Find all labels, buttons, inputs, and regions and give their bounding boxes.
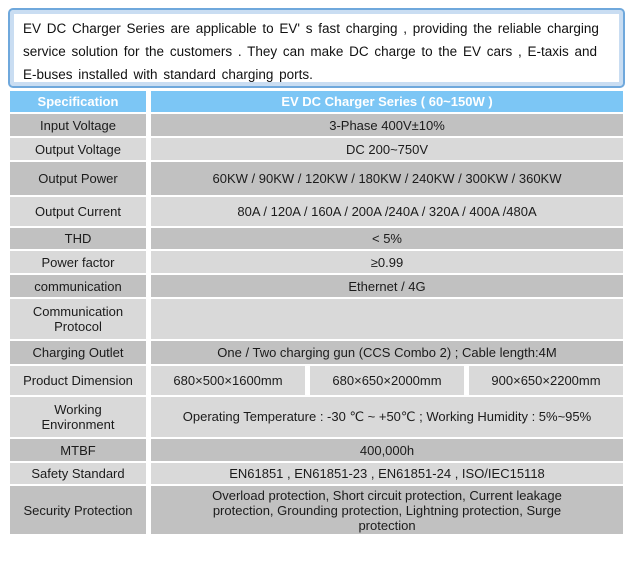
row-label: Communication Protocol bbox=[10, 299, 146, 339]
row-label: Product Dimension bbox=[10, 366, 146, 395]
table-header-row: Specification EV DC Charger Series ( 60~… bbox=[10, 91, 623, 112]
spec-table: Specification EV DC Charger Series ( 60~… bbox=[5, 89, 628, 536]
row-label: Output Current bbox=[10, 197, 146, 226]
row-value: 400,000h bbox=[151, 439, 623, 461]
row-label: Safety Standard bbox=[10, 463, 146, 484]
table-row-security-protection: Security Protection Overload protection,… bbox=[10, 486, 623, 534]
row-value: < 5% bbox=[151, 228, 623, 249]
row-value: EN61851 , EN61851-23 , EN61851-24 , ISO/… bbox=[151, 463, 623, 484]
table-row-product-dimension: Product Dimension 680×500×1600mm 680×650… bbox=[10, 366, 623, 395]
row-label: Output Power bbox=[10, 162, 146, 195]
header-cell-series: EV DC Charger Series ( 60~150W ) bbox=[151, 91, 623, 112]
table-row-charging-outlet: Charging Outlet One / Two charging gun (… bbox=[10, 341, 623, 364]
row-value: 3-Phase 400V±10% bbox=[151, 114, 623, 136]
row-label: communication bbox=[10, 275, 146, 297]
row-label: Charging Outlet bbox=[10, 341, 146, 364]
row-value-dimension-2: 680×650×2000mm bbox=[310, 366, 464, 395]
row-label: Power factor bbox=[10, 251, 146, 273]
row-label: Output Voltage bbox=[10, 138, 146, 160]
page: EV DC Charger Series are applicable to E… bbox=[0, 8, 632, 564]
row-value-dimension-1: 680×500×1600mm bbox=[151, 366, 305, 395]
table-row-working-environment: Working Environment Operating Temperatur… bbox=[10, 397, 623, 437]
table-row-mtbf: MTBF 400,000h bbox=[10, 439, 623, 461]
table-row-output-power: Output Power 60KW / 90KW / 120KW / 180KW… bbox=[10, 162, 623, 195]
row-value: One / Two charging gun (CCS Combo 2) ; C… bbox=[151, 341, 623, 364]
row-value: 80A / 120A / 160A / 200A /240A / 320A / … bbox=[151, 197, 623, 226]
row-value: ≥0.99 bbox=[151, 251, 623, 273]
row-value: Overload protection, Short circuit prote… bbox=[151, 486, 623, 534]
table-row-communication-protocol: Communication Protocol bbox=[10, 299, 623, 339]
row-value: Operating Temperature : -30 ℃ ~ +50℃ ; W… bbox=[151, 397, 623, 437]
table-row-output-voltage: Output Voltage DC 200~750V bbox=[10, 138, 623, 160]
header-cell-specification: Specification bbox=[10, 91, 146, 112]
row-label: Working Environment bbox=[10, 397, 146, 437]
intro-text: EV DC Charger Series are applicable to E… bbox=[23, 21, 599, 82]
table-row-output-current: Output Current 80A / 120A / 160A / 200A … bbox=[10, 197, 623, 226]
row-value: Ethernet / 4G bbox=[151, 275, 623, 297]
table-row-communication: communication Ethernet / 4G bbox=[10, 275, 623, 297]
row-label: Security Protection bbox=[10, 486, 146, 534]
row-label: Input Voltage bbox=[10, 114, 146, 136]
table-row-input-voltage: Input Voltage 3-Phase 400V±10% bbox=[10, 114, 623, 136]
intro-box: EV DC Charger Series are applicable to E… bbox=[8, 8, 625, 88]
row-label: MTBF bbox=[10, 439, 146, 461]
row-label: THD bbox=[10, 228, 146, 249]
table-row-power-factor: Power factor ≥0.99 bbox=[10, 251, 623, 273]
table-row-safety-standard: Safety Standard EN61851 , EN61851-23 , E… bbox=[10, 463, 623, 484]
row-value: DC 200~750V bbox=[151, 138, 623, 160]
row-value bbox=[151, 299, 623, 339]
row-value: 60KW / 90KW / 120KW / 180KW / 240KW / 30… bbox=[151, 162, 623, 195]
row-value-dimension-3: 900×650×2200mm bbox=[469, 366, 623, 395]
table-row-thd: THD < 5% bbox=[10, 228, 623, 249]
